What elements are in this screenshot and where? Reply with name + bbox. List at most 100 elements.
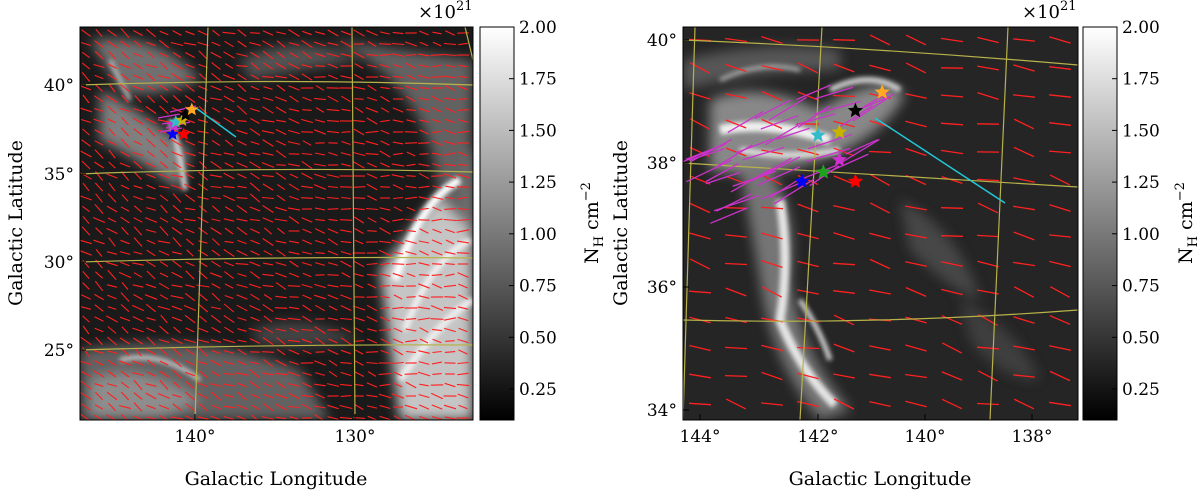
planck-vector	[172, 369, 182, 379]
planck-vector	[146, 41, 156, 47]
planck-vector	[327, 63, 339, 69]
planck-vector	[869, 202, 891, 214]
cbar-tick-label: 0.75	[1122, 277, 1160, 297]
planck-vector	[132, 151, 144, 157]
planck-vector	[288, 163, 300, 167]
planck-vector	[223, 415, 235, 420]
planck-vector	[391, 263, 405, 265]
planck-vector	[365, 29, 379, 37]
planck-vector	[327, 416, 339, 420]
planck-vector	[172, 193, 182, 203]
planck-vector	[107, 29, 117, 37]
right-colorbar: 2.00 1.75 1.50 1.25 1.00 0.75 0.50 0.25 ×1021 N…	[1022, 0, 1200, 421]
planck-vector	[314, 52, 326, 58]
planck-vector	[833, 343, 855, 353]
planck-vector	[302, 349, 312, 355]
planck-vector	[366, 117, 378, 125]
planck-vector	[314, 294, 326, 300]
planck-vector	[327, 228, 339, 234]
planck-vector	[353, 29, 365, 37]
planck-vector	[430, 305, 444, 311]
planck-vector	[340, 416, 352, 420]
planck-vector	[276, 194, 286, 202]
planck-vector	[275, 272, 287, 278]
planck-vector	[314, 228, 326, 234]
planck-vector	[108, 402, 116, 412]
planck-vector	[210, 85, 222, 91]
planck-vector	[380, 338, 390, 344]
planck-vector	[237, 360, 247, 366]
planck-vector	[224, 40, 234, 48]
star-marker	[874, 84, 890, 99]
planck-vector	[197, 30, 209, 36]
planck-vector	[211, 260, 221, 268]
planck-vector	[133, 272, 143, 278]
planck-vector	[223, 194, 235, 202]
planck-vector	[262, 152, 274, 156]
planck-vector	[94, 40, 104, 48]
planck-vector	[237, 120, 247, 122]
planck-vector	[146, 196, 156, 200]
planck-vector	[688, 38, 712, 42]
planck-vector	[314, 414, 325, 420]
planck-vector	[905, 62, 927, 74]
planck-vector	[120, 303, 130, 313]
planck-vector	[236, 294, 248, 300]
planck-vector	[404, 196, 418, 200]
planck-vector	[392, 306, 404, 310]
planck-vector	[288, 405, 300, 409]
planck-vector	[432, 361, 442, 365]
planck-vector	[456, 229, 470, 233]
planck-vector	[418, 404, 430, 410]
planck-vector	[302, 272, 312, 278]
left-colorbar: 2.00 1.75 1.50 1.25 1.00 0.75 0.50 0.25 ×1021 N…	[418, 0, 607, 421]
planck-vector	[327, 42, 339, 46]
planck-vector	[262, 326, 274, 334]
planck-vector	[393, 64, 403, 68]
cbar-tick-label: 0.25	[519, 380, 557, 400]
right-ytick-3: 34°	[647, 401, 677, 421]
cbar-tick-label: 2.00	[519, 18, 557, 38]
planck-vector	[443, 129, 457, 135]
planck-vector	[94, 280, 104, 292]
planck-vector	[302, 372, 312, 376]
star-marker	[847, 173, 864, 188]
planck-vector	[159, 226, 169, 236]
planck-vector	[366, 394, 378, 398]
planck-vector	[458, 196, 468, 200]
planck-vector	[236, 218, 248, 222]
planck-vector	[146, 371, 156, 377]
planck-vector	[199, 73, 207, 81]
planck-vector	[80, 380, 92, 390]
planck-vector	[366, 304, 378, 312]
starlight-vector	[710, 207, 748, 224]
planck-vector	[444, 163, 456, 167]
planck-vector	[340, 75, 352, 79]
planck-vector	[210, 339, 222, 343]
planck-vector	[366, 262, 378, 266]
planck-vector	[941, 398, 963, 410]
planck-vector	[184, 75, 196, 79]
planck-vector	[198, 240, 208, 244]
planck-vector	[275, 261, 287, 267]
planck-vector	[159, 347, 169, 357]
planck-vector	[406, 272, 416, 278]
planck-vector	[418, 274, 430, 276]
planck-vector	[210, 359, 222, 367]
planck-vector	[352, 305, 366, 311]
planck-vector	[133, 128, 143, 136]
planck-vector	[288, 306, 300, 310]
planck-vector	[145, 392, 157, 400]
planck-vector	[302, 51, 312, 59]
planck-vector	[869, 64, 891, 72]
planck-vector	[146, 359, 156, 367]
planck-vector	[237, 328, 247, 332]
planck-vector	[145, 117, 157, 125]
cbar-tick-label: 1.00	[1122, 225, 1160, 245]
planck-vector	[445, 340, 455, 342]
planck-vector	[352, 197, 366, 199]
planck-vector	[199, 315, 207, 323]
planck-vector	[288, 183, 300, 191]
planck-vector	[145, 348, 157, 356]
planck-vector	[160, 61, 168, 71]
